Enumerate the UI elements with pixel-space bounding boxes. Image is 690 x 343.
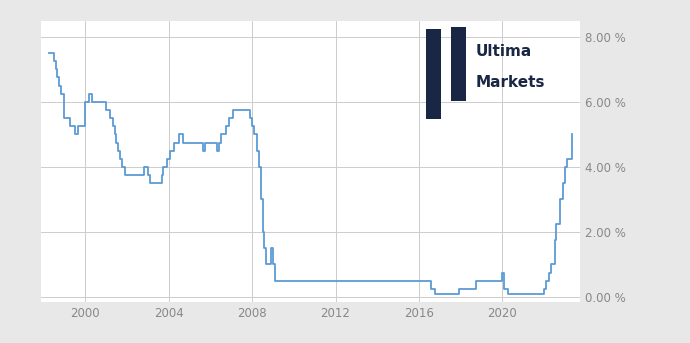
Polygon shape: [426, 29, 442, 119]
Polygon shape: [451, 27, 466, 101]
Text: Markets: Markets: [476, 75, 546, 90]
Text: Ultima: Ultima: [476, 44, 533, 59]
